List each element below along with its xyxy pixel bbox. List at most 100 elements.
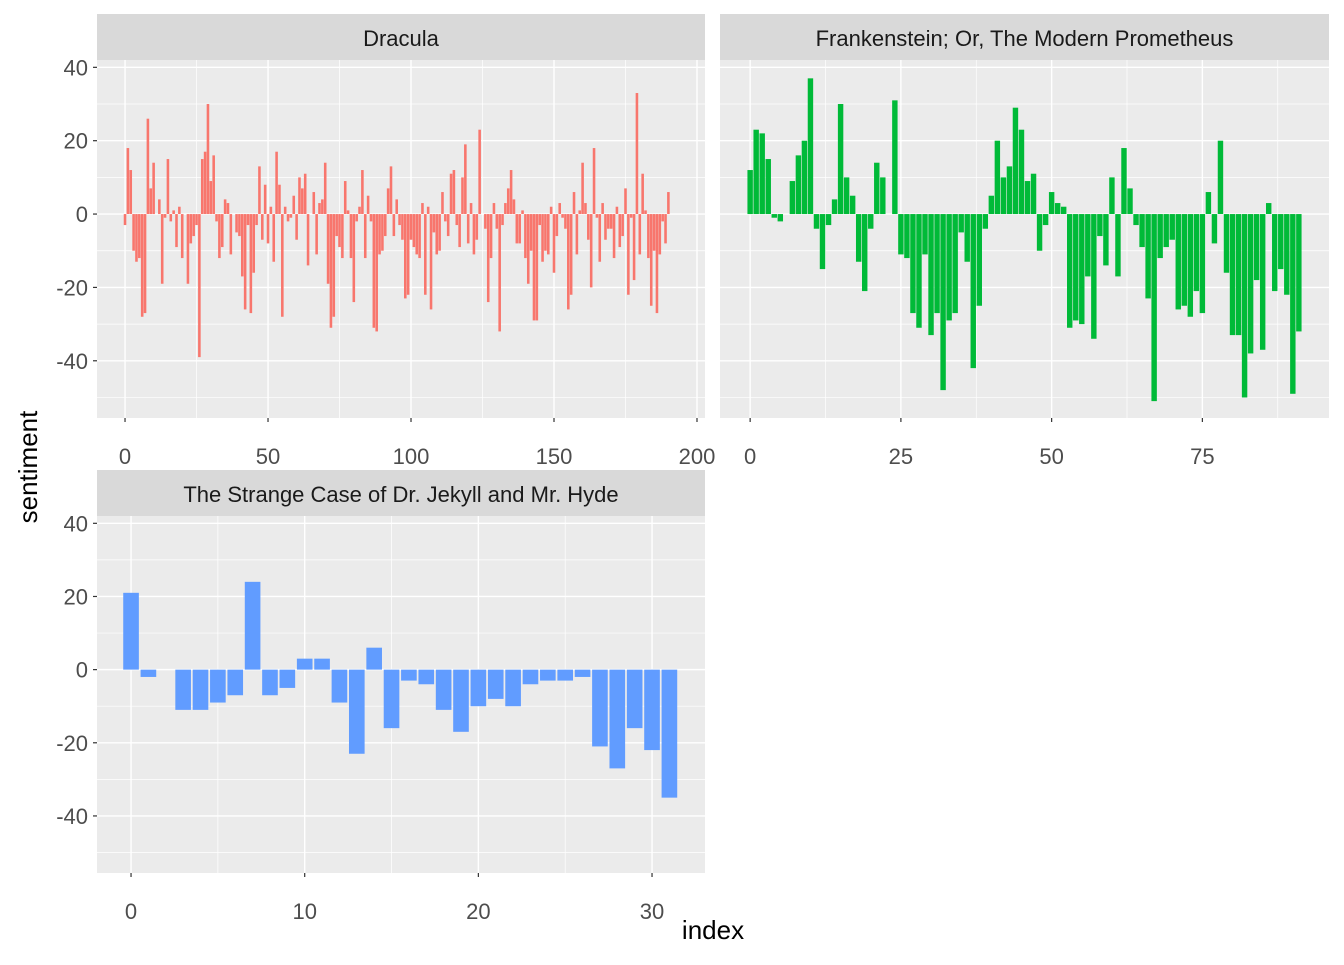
bar — [406, 214, 410, 295]
bar — [132, 214, 135, 251]
bar — [1067, 214, 1073, 328]
bar — [375, 214, 378, 332]
bar — [624, 188, 627, 215]
bar — [849, 195, 856, 215]
bar — [366, 647, 382, 670]
bar — [175, 669, 191, 710]
bar — [123, 214, 127, 226]
bar — [143, 214, 147, 314]
bar — [464, 144, 467, 215]
bar — [1012, 107, 1019, 215]
bar — [341, 214, 344, 259]
bar — [595, 214, 599, 218]
bar — [526, 214, 530, 284]
bar — [529, 214, 533, 251]
bar — [1278, 214, 1284, 270]
bar — [163, 214, 167, 218]
bar — [861, 214, 868, 292]
bar — [1048, 192, 1055, 215]
bar — [372, 214, 376, 328]
x-tick-label: 75 — [1190, 444, 1214, 469]
facet-strip — [720, 14, 1329, 60]
bar — [266, 214, 270, 244]
bar — [180, 214, 184, 259]
bar — [819, 214, 826, 270]
bar — [621, 214, 624, 237]
bar — [1284, 214, 1290, 295]
bar — [246, 214, 250, 226]
bar — [189, 214, 193, 244]
bar — [352, 214, 356, 303]
bar — [626, 669, 643, 729]
bar — [765, 159, 771, 215]
bar — [283, 206, 287, 215]
bar — [555, 214, 559, 237]
bar — [315, 214, 318, 255]
y-tick-label: 20 — [64, 584, 88, 609]
bar — [843, 177, 850, 215]
x-tick-label: 30 — [640, 899, 664, 924]
bar — [404, 214, 407, 299]
bar — [578, 210, 582, 215]
bar — [515, 214, 519, 244]
bar — [661, 669, 678, 798]
bar — [175, 214, 178, 248]
bar — [655, 214, 659, 314]
bar — [940, 214, 946, 391]
bar — [332, 214, 336, 317]
bar — [158, 199, 161, 215]
bar — [789, 181, 796, 215]
bar — [540, 669, 556, 681]
bar — [209, 181, 213, 215]
bar — [138, 214, 141, 259]
bar — [1272, 214, 1278, 292]
bar — [612, 214, 616, 259]
x-axis-title: index — [682, 915, 744, 945]
bar — [421, 203, 424, 215]
bar — [470, 669, 487, 707]
bar — [498, 214, 501, 332]
bar — [486, 214, 490, 303]
bar — [1024, 181, 1031, 215]
facet-strip — [97, 14, 705, 60]
bar — [453, 669, 469, 732]
bar — [946, 214, 952, 321]
bar — [904, 214, 910, 259]
bar — [318, 203, 321, 215]
bar — [355, 214, 358, 222]
bar — [1097, 214, 1103, 237]
bar — [558, 203, 562, 215]
bar — [312, 192, 316, 215]
bar — [952, 214, 958, 314]
bar — [638, 214, 642, 255]
bar — [759, 133, 765, 215]
bar — [475, 214, 479, 240]
bar — [557, 669, 574, 681]
bar — [644, 210, 647, 215]
bar — [369, 214, 373, 222]
bar — [627, 214, 630, 295]
bar — [1006, 166, 1013, 215]
x-tick-label: 200 — [679, 444, 716, 469]
bar — [392, 214, 396, 237]
bar — [524, 214, 527, 259]
bar — [335, 214, 338, 237]
bar — [561, 214, 564, 218]
bar — [272, 214, 276, 262]
bar — [664, 214, 667, 244]
bar — [348, 669, 365, 754]
bar — [1121, 148, 1127, 215]
bar — [831, 199, 838, 215]
bar — [1163, 214, 1169, 248]
y-tick-label: 20 — [64, 129, 88, 154]
bar — [1205, 192, 1212, 215]
bar — [146, 118, 150, 215]
bar — [149, 188, 153, 215]
facet-title: The Strange Case of Dr. Jekyll and Mr. H… — [183, 482, 618, 507]
bar — [892, 100, 898, 215]
bar — [446, 214, 450, 237]
bar — [218, 214, 221, 259]
bar — [229, 214, 233, 255]
bar — [1109, 177, 1115, 215]
bar — [1054, 203, 1061, 215]
